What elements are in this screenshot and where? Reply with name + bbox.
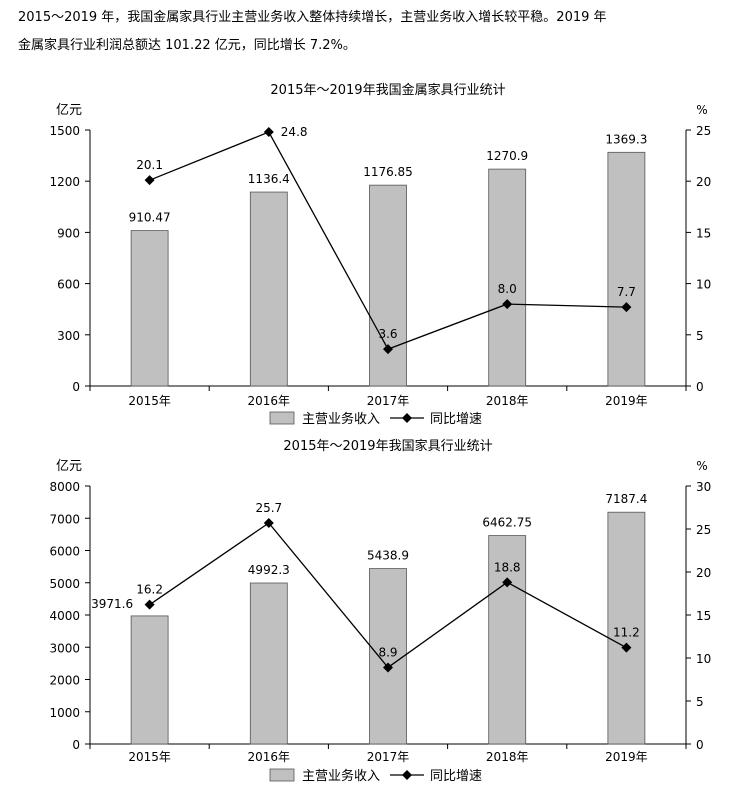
- y2-tick-label: 5: [696, 329, 704, 343]
- line-data-label: 3.6: [378, 327, 397, 341]
- chart-title: 2015年～2019年我国家具行业统计: [283, 438, 492, 454]
- intro-line-1: 2015～2019 年，我国金属家具行业主营业务收入整体持续增长，主营业务收入增…: [18, 10, 607, 25]
- y2-tick-label: 10: [696, 652, 711, 666]
- line-point: [144, 175, 155, 186]
- bar: [249, 582, 288, 745]
- line-data-label: 16.2: [136, 583, 163, 597]
- y-tick-label: 3000: [49, 641, 80, 655]
- x-tick-label: 2017年: [367, 750, 410, 764]
- y2-tick-label: 20: [696, 566, 711, 580]
- line-data-label: 25.7: [255, 501, 282, 515]
- line-point: [621, 302, 632, 313]
- bar: [607, 511, 646, 745]
- line-data-label: 11.2: [613, 626, 640, 640]
- y2-tick-label: 15: [696, 609, 711, 623]
- legend-line-marker: [402, 770, 412, 780]
- y-tick-label: 900: [57, 226, 80, 240]
- legend-line-label: 同比增速: [430, 769, 482, 784]
- legend-line-label: 同比增速: [430, 412, 482, 427]
- y-tick-label: 6000: [49, 545, 80, 559]
- line-data-label: 24.8: [281, 125, 308, 139]
- chart-legend: 主营业务收入 同比增速: [269, 768, 482, 784]
- x-tick-label: 2016年: [248, 394, 291, 408]
- y-tick-label: 300: [57, 329, 80, 343]
- y2-tick-label: 0: [696, 380, 704, 394]
- bar: [488, 168, 527, 387]
- y2-tick-label: 0: [696, 738, 704, 752]
- y-tick-label: 600: [57, 278, 80, 292]
- chart-legend: 主营业务收入 同比增速: [269, 411, 482, 427]
- bar: [369, 184, 407, 387]
- y-tick-label: 0: [72, 380, 80, 394]
- bar-data-label: 5438.9: [367, 549, 409, 563]
- line-point: [502, 299, 513, 310]
- bar: [249, 191, 288, 387]
- bar-data-label: 4992.3: [248, 563, 290, 577]
- legend-bar-swatch: [269, 768, 295, 782]
- line-point: [502, 577, 513, 588]
- x-tick-label: 2015年: [128, 394, 171, 408]
- line-point: [263, 127, 274, 138]
- line-data-label: 7.7: [617, 285, 636, 299]
- line-point: [383, 344, 393, 355]
- bar-data-label: 1270.9: [486, 149, 528, 163]
- y-tick-label: 8000: [49, 480, 80, 494]
- legend-line-marker: [402, 413, 412, 423]
- bar-data-label: 6462.75: [482, 516, 532, 530]
- line-data-label: 18.8: [494, 560, 521, 574]
- y-tick-label: 0: [72, 738, 80, 752]
- bar-data-label: 3971.6: [91, 597, 133, 611]
- y-tick-label: 1500: [49, 124, 80, 138]
- y2-tick-label: 15: [696, 226, 711, 240]
- line-point: [144, 599, 155, 610]
- y2-axis-unit: %: [696, 103, 707, 117]
- bar-data-label: 1136.4: [248, 172, 290, 186]
- y-tick-label: 5000: [49, 577, 80, 591]
- x-tick-label: 2015年: [128, 750, 171, 764]
- bar: [369, 568, 407, 745]
- x-tick-label: 2019年: [605, 750, 648, 764]
- legend-bar-label: 主营业务收入: [302, 411, 380, 427]
- y2-tick-label: 30: [696, 480, 711, 494]
- line-data-label: 8.0: [498, 282, 517, 296]
- chart-title: 2015年～2019年我国金属家具行业统计: [270, 82, 505, 98]
- bar: [130, 615, 169, 745]
- x-tick-label: 2019年: [605, 394, 648, 408]
- intro-paragraph: 2015～2019 年，我国金属家具行业主营业务收入整体持续增长，主营业务收入增…: [18, 4, 723, 60]
- y2-tick-label: 25: [696, 523, 711, 537]
- y-tick-label: 1000: [49, 706, 80, 720]
- legend-bar-label: 主营业务收入: [302, 768, 380, 784]
- y2-tick-label: 5: [696, 695, 704, 709]
- bar-data-label: 7187.4: [605, 492, 647, 506]
- bar-data-label: 1369.3: [605, 132, 647, 146]
- x-tick-label: 2018年: [486, 750, 529, 764]
- y-tick-label: 1200: [49, 175, 80, 189]
- line-point: [383, 662, 393, 673]
- y2-tick-label: 25: [696, 124, 711, 138]
- bar: [488, 535, 527, 745]
- line-point: [621, 642, 632, 653]
- line-point: [263, 517, 274, 528]
- y-tick-label: 7000: [49, 512, 80, 526]
- y2-tick-label: 20: [696, 175, 711, 189]
- bar-data-label: 1176.85: [363, 165, 413, 179]
- x-tick-label: 2018年: [486, 394, 529, 408]
- y-axis-unit: 亿元: [56, 459, 82, 474]
- x-tick-label: 2016年: [248, 750, 291, 764]
- line-data-label: 8.9: [378, 645, 397, 659]
- y-tick-label: 2000: [49, 674, 80, 688]
- bar-data-label: 910.47: [129, 211, 171, 225]
- y-tick-label: 4000: [49, 609, 80, 623]
- intro-line-2: 金属家具行业利润总额达 101.22 亿元，同比增长 7.2%。: [18, 38, 356, 53]
- bar: [607, 151, 646, 387]
- y-axis-unit: 亿元: [56, 103, 82, 118]
- x-tick-label: 2017年: [367, 394, 410, 408]
- legend-bar-swatch: [269, 411, 295, 425]
- y2-axis-unit: %: [696, 459, 707, 473]
- y2-tick-label: 10: [696, 278, 711, 292]
- bar: [130, 230, 169, 387]
- line-data-label: 20.1: [136, 158, 163, 172]
